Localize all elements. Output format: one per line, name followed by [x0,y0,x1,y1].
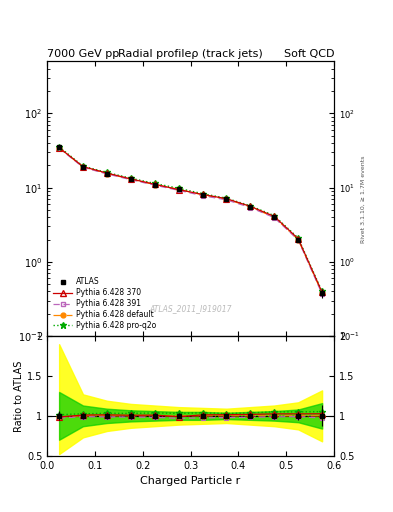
Y-axis label: Ratio to ATLAS: Ratio to ATLAS [14,360,24,432]
Y-axis label: Rivet 3.1.10, ≥ 1.7M events: Rivet 3.1.10, ≥ 1.7M events [361,155,366,243]
Text: ATLAS_2011_I919017: ATLAS_2011_I919017 [149,304,232,313]
Legend: ATLAS, Pythia 6.428 370, Pythia 6.428 391, Pythia 6.428 default, Pythia 6.428 pr: ATLAS, Pythia 6.428 370, Pythia 6.428 39… [51,275,159,332]
Text: 7000 GeV pp: 7000 GeV pp [47,49,119,59]
Title: Radial profileρ (track jets): Radial profileρ (track jets) [118,49,263,59]
Text: Soft QCD: Soft QCD [284,49,334,59]
X-axis label: Charged Particle r: Charged Particle r [140,476,241,486]
